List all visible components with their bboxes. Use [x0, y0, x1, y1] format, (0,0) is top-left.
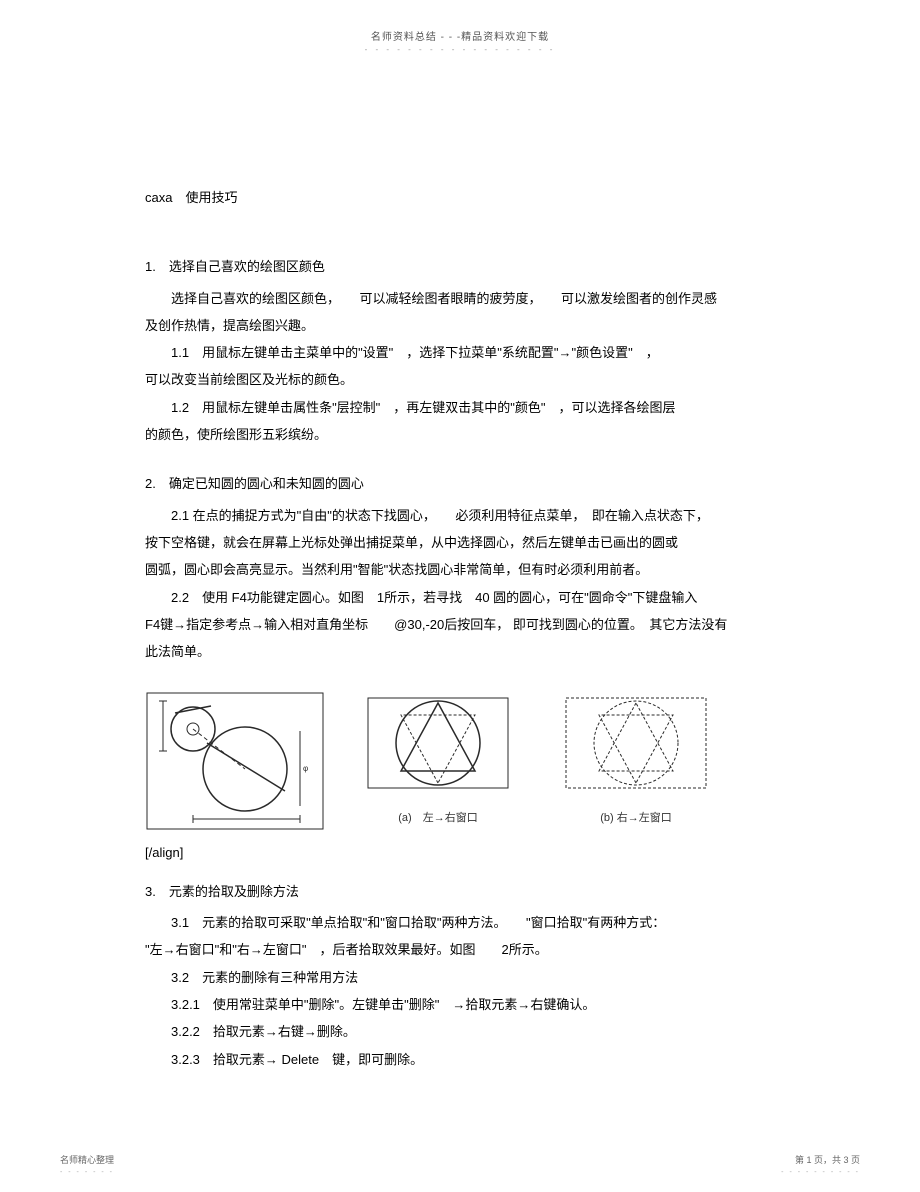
- document-title: caxa 使用技巧: [145, 184, 775, 211]
- footer-right: 第 1 页，共 3 页: [795, 1153, 860, 1166]
- figure-caption-a: (a) 左→右窗口: [398, 807, 477, 830]
- section-2-p1-cont2: 圆弧，圆心即会高亮显示。当然利用"智能"状态找圆心非常简单，但有时必须利用前者。: [145, 556, 775, 583]
- section-3-p3: 3.2.1 使用常驻菜单中"删除"。左键单击"删除" →拾取元素→右键确认。: [145, 991, 775, 1018]
- header-dots: - - - - - - - - - - - - - - - - - -: [0, 45, 920, 54]
- section-3-heading: 3. 元素的拾取及删除方法: [145, 878, 775, 905]
- section-3-p1-cont: "左→右窗口"和"右→左窗口" ，后者拾取效果最好。如图 2所示。: [145, 936, 775, 963]
- figure-panel-2: (a) 左→右窗口: [353, 683, 523, 830]
- footer-left: 名师精心整理: [60, 1153, 114, 1166]
- diagram-window-a-icon: [353, 683, 523, 803]
- section-3-p5: 3.2.3 拾取元素→ Delete 键，即可删除。: [145, 1046, 775, 1073]
- section-1-p2-cont: 可以改变当前绘图区及光标的颜色。: [145, 366, 775, 393]
- diagram-circles-icon: φ: [145, 691, 325, 831]
- section-3-p1: 3.1 元素的拾取可采取"单点拾取"和"窗口拾取"两种方法。 "窗口拾取"有两种…: [145, 909, 775, 936]
- figure-panel-3: (b) 右→左窗口: [551, 683, 721, 830]
- svg-text:φ: φ: [303, 764, 308, 773]
- section-2-p2-cont: F4键→指定参考点→输入相对直角坐标 @30,-20后按回车， 即可找到圆心的位…: [145, 611, 775, 638]
- header-text: 名师资料总结 - - -精品资料欢迎下载: [371, 32, 549, 43]
- section-2-p2: 2.2 使用 F4功能键定圆心。如图 1所示，若寻找 40 圆的圆心，可在"圆命…: [145, 584, 775, 611]
- section-1-heading: 1. 选择自己喜欢的绘图区颜色: [145, 253, 775, 280]
- section-3-p2: 3.2 元素的删除有三种常用方法: [145, 964, 775, 991]
- section-2-p1-cont: 按下空格键，就会在屏幕上光标处弹出捕捉菜单，从中选择圆心，然后左键单击已画出的圆…: [145, 529, 775, 556]
- document-content: caxa 使用技巧 1. 选择自己喜欢的绘图区颜色 选择自己喜欢的绘图区颜色， …: [0, 54, 920, 1073]
- footer-dots-right: - - - - - - - - - -: [781, 1169, 860, 1176]
- diagram-window-b-icon: [551, 683, 721, 803]
- footer-dots: - - - - - - - - - - - - - - - - -: [0, 1169, 920, 1176]
- page-header: 名师资料总结 - - -精品资料欢迎下载: [0, 0, 920, 43]
- section-2-p2-cont2: 此法简单。: [145, 638, 775, 665]
- figure-panel-1: φ: [145, 691, 325, 831]
- align-tag: [/align]: [145, 839, 775, 866]
- section-1-p3: 1.2 用鼠标左键单击属性条"层控制" ，再左键双击其中的"颜色" ，可以选择各…: [145, 394, 775, 421]
- footer-dots-left: - - - - - - -: [60, 1169, 114, 1176]
- section-1-p1-cont: 及创作热情，提高绘图兴趣。: [145, 312, 775, 339]
- section-2-p1: 2.1 在点的捕捉方式为"自由"的状态下找圆心， 必须利用特征点菜单， 即在输入…: [145, 502, 775, 529]
- section-3-p4: 3.2.2 拾取元素→右键→删除。: [145, 1018, 775, 1045]
- section-1-p1: 选择自己喜欢的绘图区颜色， 可以减轻绘图者眼睛的疲劳度， 可以激发绘图者的创作灵…: [145, 285, 775, 312]
- section-2-heading: 2. 确定已知圆的圆心和未知圆的圆心: [145, 470, 775, 497]
- figure-row: φ (a) 左→右窗口 (b) 右→左窗口: [145, 683, 775, 830]
- section-1-p3-cont: 的颜色，使所绘图形五彩缤纷。: [145, 421, 775, 448]
- page-footer: 名师精心整理 第 1 页，共 3 页: [0, 1153, 920, 1166]
- figure-caption-b: (b) 右→左窗口: [600, 807, 672, 830]
- section-1-p2: 1.1 用鼠标左键单击主菜单中的"设置" ，选择下拉菜单"系统配置"→"颜色设置…: [145, 339, 775, 366]
